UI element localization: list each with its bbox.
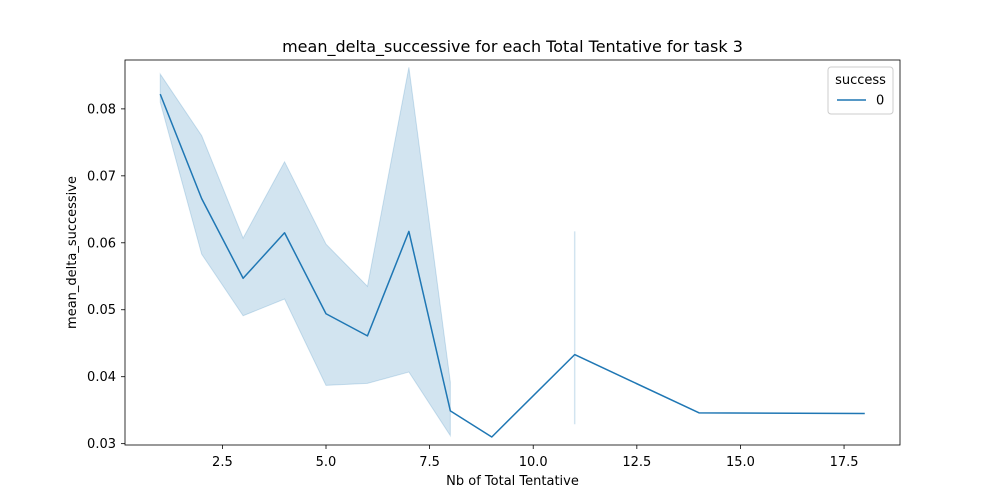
x-tick-label: 2.5 <box>212 455 233 470</box>
y-tick-label: 0.04 <box>87 370 116 385</box>
x-tick-label: 7.5 <box>419 455 440 470</box>
x-tick-label: 17.5 <box>830 455 859 470</box>
y-tick-label: 0.06 <box>87 236 116 251</box>
legend: success 0 <box>827 66 894 115</box>
x-axis-label: Nb of Total Tentative <box>446 474 579 489</box>
x-tick-label: 5.0 <box>316 455 337 470</box>
legend-title: success <box>835 73 886 88</box>
y-axis-label: mean_delta_successive <box>65 176 80 329</box>
legend-entry-label: 0 <box>876 94 884 109</box>
x-tick-label: 15.0 <box>726 455 755 470</box>
chart-title: mean_delta_successive for each Total Ten… <box>282 37 743 57</box>
series-line <box>159 93 865 438</box>
plot-area-frame <box>124 59 901 446</box>
y-tick-label: 0.07 <box>87 169 116 184</box>
legend-frame <box>827 66 894 115</box>
confidence-band <box>159 67 451 438</box>
y-axis-ticks: 0.03 0.04 0.05 0.06 0.07 0.08 <box>87 102 125 452</box>
y-tick-label: 0.08 <box>87 102 116 117</box>
x-tick-label: 12.5 <box>622 455 651 470</box>
x-tick-label: 10.0 <box>519 455 548 470</box>
x-axis-ticks: 2.5 5.0 7.5 10.0 12.5 15.0 17.5 <box>212 445 859 470</box>
confidence-bands <box>159 67 576 438</box>
y-tick-label: 0.05 <box>87 303 116 318</box>
series-lines <box>159 93 865 438</box>
y-tick-label: 0.03 <box>87 437 116 452</box>
